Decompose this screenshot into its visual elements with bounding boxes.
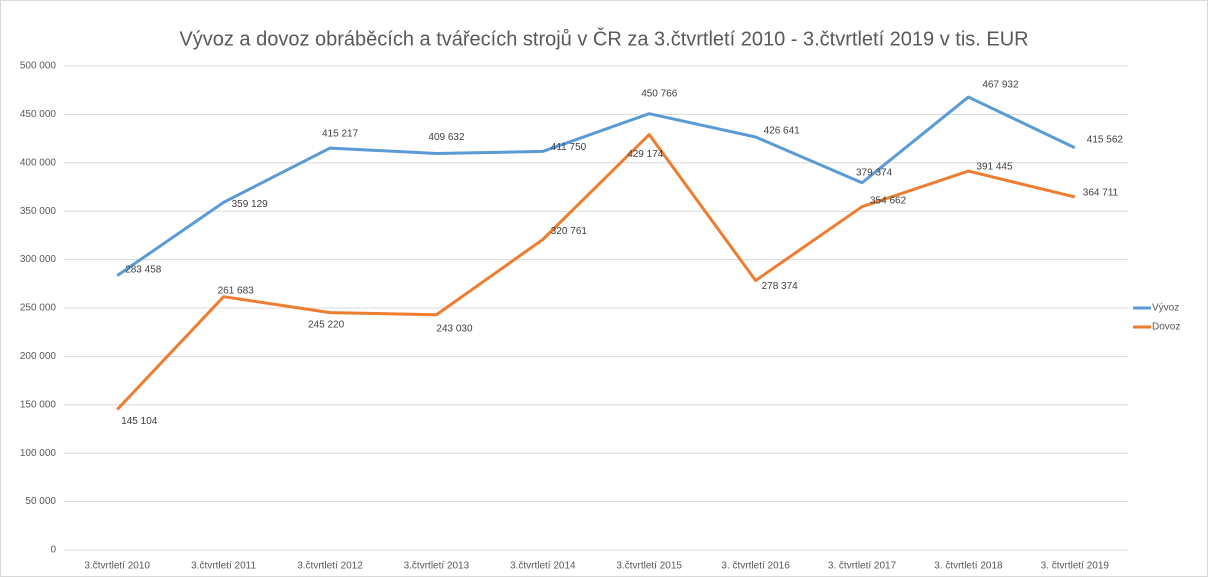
data-label: 261 683 [218, 285, 255, 296]
x-tick-label: 3. čtvrtletí 2016 [721, 561, 790, 572]
x-tick-label: 3. čtvrtletí 2018 [934, 561, 1003, 572]
data-label: 415 562 [1087, 134, 1124, 145]
data-label: 354 662 [870, 195, 907, 206]
y-tick-label: 0 [50, 545, 56, 556]
data-label: 320 761 [551, 226, 588, 237]
line-series [116, 95, 1076, 277]
data-label: 278 374 [762, 281, 799, 292]
data-label: 467 932 [982, 80, 1019, 91]
data-label: 364 711 [1083, 188, 1119, 199]
y-tick-label: 200 000 [20, 351, 57, 362]
x-tick-label: 3. čtvrtletí 2019 [1041, 561, 1110, 572]
data-label: 145 104 [121, 416, 158, 427]
y-tick-label: 350 000 [20, 206, 57, 217]
chart-title: Vývoz a dovoz obráběcích a tvářecích str… [179, 27, 1028, 50]
x-tick-label: 3. čtvrtletí 2017 [828, 561, 897, 572]
line-series [116, 133, 1076, 411]
y-tick-label: 500 000 [20, 61, 57, 72]
data-label: 409 632 [428, 132, 465, 143]
data-label: 283 458 [125, 264, 162, 275]
legend-label: Dovoz [1152, 322, 1180, 333]
data-label: 429 174 [627, 149, 664, 160]
x-tick-label: 3.čtvrtletí 2010 [84, 561, 150, 572]
data-label: 243 030 [436, 323, 473, 334]
x-tick-label: 3.čtvrtletí 2013 [404, 561, 470, 572]
y-tick-label: 300 000 [20, 254, 57, 265]
data-label: 426 641 [764, 126, 801, 137]
data-label: 391 445 [976, 162, 1013, 173]
data-label: 415 217 [322, 129, 359, 140]
x-tick-label: 3.čtvrtletí 2011 [191, 561, 256, 572]
data-label: 359 129 [232, 199, 269, 210]
y-tick-label: 250 000 [20, 303, 57, 314]
legend-label: Vývoz [1152, 303, 1179, 314]
data-label: 379 374 [856, 167, 893, 178]
y-tick-label: 100 000 [20, 448, 57, 459]
data-label: 411 750 [551, 142, 587, 153]
x-tick-label: 3.čtvrtletí 2015 [616, 561, 682, 572]
x-tick-label: 3.čtvrtletí 2014 [510, 561, 576, 572]
data-label: 450 766 [641, 88, 678, 99]
y-tick-label: 450 000 [20, 109, 57, 120]
data-label: 245 220 [308, 319, 345, 330]
y-tick-label: 150 000 [20, 399, 57, 410]
x-tick-label: 3.čtvrtletí 2012 [297, 561, 363, 572]
y-tick-label: 400 000 [20, 157, 57, 168]
y-tick-label: 50 000 [25, 496, 56, 507]
